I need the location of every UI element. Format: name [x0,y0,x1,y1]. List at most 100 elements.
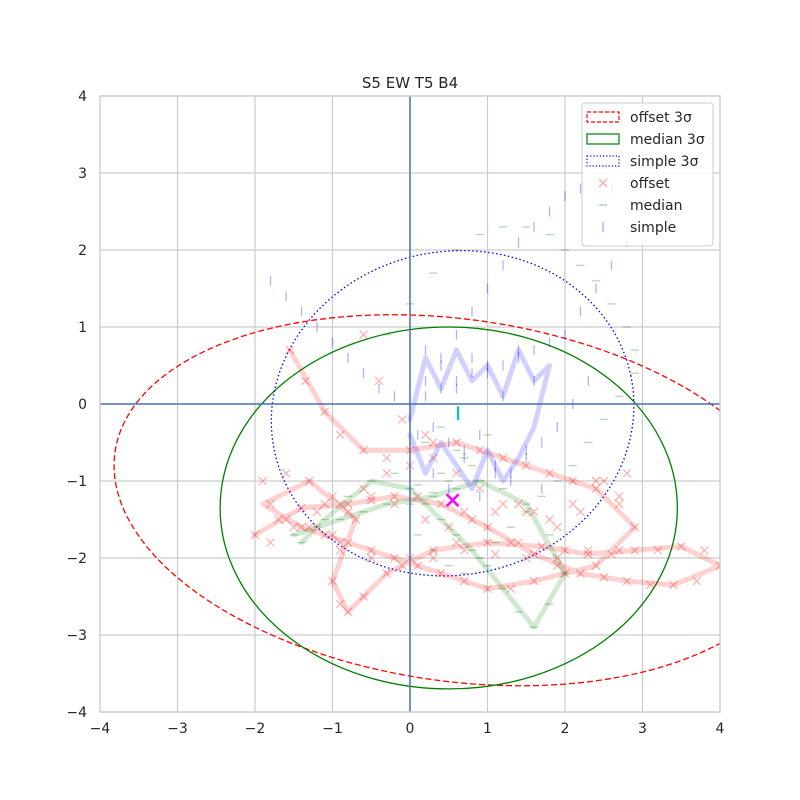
offset-point [382,453,392,463]
y-tick-label: −2 [66,551,87,567]
legend-swatch [598,178,608,188]
offset-point [273,515,283,524]
offset-point [351,515,361,524]
offset-point [413,561,423,571]
legend-swatch [586,111,620,123]
offset-point [591,476,601,486]
x-tick-label: −4 [90,721,111,737]
offset-point [452,538,461,548]
offset-point [583,545,593,555]
offset-point [428,453,438,463]
y-tick-label: 3 [78,166,87,182]
offset-point [343,607,353,617]
offset-point [428,438,438,447]
offset-point [591,484,601,494]
offset-point [545,468,554,478]
offset-point [669,580,678,590]
y-tick-label: −4 [66,705,87,721]
legend-label: offset 3σ [630,110,692,126]
median-trace [291,478,568,630]
offset-point [459,507,469,517]
offset-point [653,545,663,555]
legend-label: simple [630,220,676,236]
offset-point [576,507,585,517]
traces [252,347,720,630]
offset-point [459,545,469,555]
offset-point [529,576,539,586]
offset-point [506,538,516,548]
offset-point [328,530,337,540]
offset-point [599,572,609,582]
offset-point [614,499,624,509]
offset-point [614,545,624,555]
y-tick-label: −3 [66,628,87,644]
offset-point [591,561,601,571]
ellipse-simple [270,249,635,577]
x-tick-label: 2 [561,721,570,737]
offset-point [335,538,345,548]
offset-point [266,538,275,548]
offset-trace [252,347,720,615]
offset-point [320,499,330,509]
legend-label: median [630,198,682,214]
offset-point [583,549,593,559]
offset-point [514,538,523,548]
offset-point [390,553,399,563]
offset-point [250,530,260,540]
legend: offset 3σ median 3σ simple 3σ offset median s… [581,102,714,247]
legend-label: median 3σ [630,132,705,148]
offset-point [421,515,430,524]
simple-trace [407,347,552,492]
offset-point [343,507,353,517]
legend-swatch [586,133,620,145]
offset-point [359,445,368,455]
offset-point [552,561,562,571]
offset-point [312,507,322,517]
offset-point [552,522,562,532]
offset-point [630,522,640,532]
offset-point [490,507,500,517]
offset-point [467,515,477,524]
offset-point [459,576,469,586]
offset-point [413,491,423,501]
offset-point [366,553,376,563]
offset-point [645,580,655,590]
x-tick-label: 1 [483,721,492,737]
markers [250,179,720,628]
offset-point [335,430,345,440]
offset-point [359,330,368,340]
ellipse-median [219,326,679,690]
offset-point [428,553,438,563]
y-tick-label: 2 [78,243,87,259]
offset-point [475,484,485,494]
offset-point [436,499,446,509]
offset-point [343,499,353,509]
ellipses [113,249,720,690]
offset-point [475,445,485,455]
offset-point [366,491,376,501]
offset-point [614,491,624,501]
offset-point [382,468,392,478]
offset-point [390,499,399,509]
offset-point [521,507,531,517]
offset-point [560,568,570,578]
offset-point [692,576,702,586]
offset-point [452,438,461,447]
x-tick-label: 0 [406,721,415,737]
offset-point [483,584,492,594]
offset-point [304,522,314,532]
offset-point [328,576,337,586]
offset-point [622,468,632,478]
offset-point [304,476,314,486]
legend-label: simple 3σ [630,154,699,170]
y-tick-label: 1 [78,320,87,336]
offset-point [483,538,492,548]
offset-point [483,522,492,532]
offset-point [599,476,609,486]
offset-point [335,599,345,609]
offset-point [521,553,531,563]
offset-point [506,584,516,594]
offset-point [281,468,291,478]
offset-point [397,414,407,424]
